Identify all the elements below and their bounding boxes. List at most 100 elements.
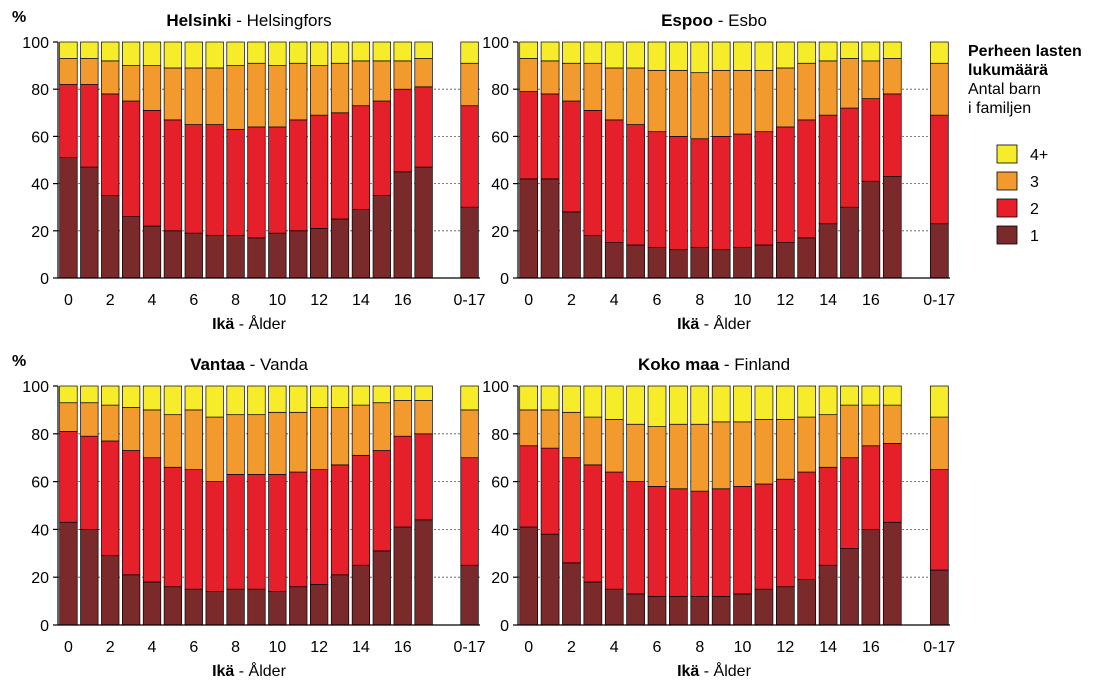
bar-segment xyxy=(393,41,412,62)
bar-segment xyxy=(268,385,287,413)
x-tick-label: 6 xyxy=(653,639,662,656)
bar-segment xyxy=(101,60,120,95)
bar-segment xyxy=(330,62,350,114)
bar-segment xyxy=(882,385,902,406)
bar-segment xyxy=(775,419,795,480)
x-tick-label: 14 xyxy=(819,292,837,309)
bar-segment xyxy=(540,41,560,62)
x-tick-label: 16 xyxy=(394,639,412,656)
bar-segment xyxy=(184,41,203,69)
y-tick-label: 80 xyxy=(31,82,49,99)
bar-segment xyxy=(754,588,774,626)
bar-segment xyxy=(205,124,224,236)
x-tick-label: 0-17 xyxy=(454,639,486,656)
x-tick-label: 6 xyxy=(653,292,662,309)
bar-segment xyxy=(711,421,731,490)
bar-segment xyxy=(647,246,667,279)
bar-segment xyxy=(775,478,795,588)
x-tick-label: 12 xyxy=(310,292,328,309)
bar-segment xyxy=(754,131,774,246)
bar-segment xyxy=(460,385,479,411)
bar-segment xyxy=(80,166,99,279)
bar-segment xyxy=(184,232,203,279)
bar-segment xyxy=(59,385,78,404)
bar-segment xyxy=(142,457,162,583)
bar-segment xyxy=(351,105,371,210)
bar-segment xyxy=(754,41,774,71)
bar-segment xyxy=(163,119,183,232)
bar-segment xyxy=(840,206,859,279)
chart-title: Espoo - Esbo xyxy=(661,11,767,30)
y-axis-label: % xyxy=(12,9,26,26)
bar-segment xyxy=(818,466,838,566)
bar-segment xyxy=(669,488,688,597)
bar-segment xyxy=(414,385,433,401)
bar-segment xyxy=(754,483,774,590)
bar-segment xyxy=(247,126,266,239)
bar-segment xyxy=(268,591,287,626)
bar-segment xyxy=(414,86,433,168)
y-tick-label: 0 xyxy=(40,271,49,288)
x-tick-label: 10 xyxy=(268,639,286,656)
bar-segment xyxy=(226,235,245,279)
x-tick-label: 12 xyxy=(310,639,328,656)
bar-segment xyxy=(414,519,433,626)
bar-segment xyxy=(519,409,539,447)
bar-segment xyxy=(372,402,391,451)
bar-segment xyxy=(330,407,350,466)
y-tick-label: 60 xyxy=(31,129,49,146)
bar-segment xyxy=(372,41,391,62)
bar-segment xyxy=(226,474,245,590)
y-tick-label: 100 xyxy=(482,379,509,396)
bar-segment xyxy=(647,595,667,626)
bar-segment xyxy=(669,41,688,71)
x-tick-label: 12 xyxy=(776,292,794,309)
bar-segment xyxy=(59,84,78,158)
bar-segment xyxy=(351,404,371,456)
bar-segment xyxy=(414,433,433,521)
bar-segment xyxy=(289,471,308,588)
bar-segment xyxy=(669,385,688,425)
bar-segment xyxy=(289,230,308,279)
y-tick-label: 40 xyxy=(31,522,49,539)
bar-segment xyxy=(519,58,539,92)
bar-segment xyxy=(583,464,603,583)
bar-segment xyxy=(733,133,752,248)
bar-segment xyxy=(861,60,881,99)
bar-segment xyxy=(669,69,688,137)
x-axis-title: Ikä - Ålder xyxy=(677,314,751,333)
bar-segment xyxy=(647,131,667,248)
bar-segment xyxy=(226,414,245,475)
bar-segment xyxy=(929,62,949,116)
bar-segment xyxy=(754,244,774,279)
bar-segment xyxy=(604,588,624,626)
bar-segment xyxy=(733,421,752,487)
bar-segment xyxy=(460,62,479,107)
bar-segment xyxy=(80,84,99,168)
bar-segment xyxy=(818,223,838,279)
bar-segment xyxy=(647,385,667,427)
legend-swatch xyxy=(996,171,1018,191)
bar-segment xyxy=(775,586,795,626)
chart-title: Vantaa - Vanda xyxy=(190,355,308,374)
bar-segment xyxy=(163,414,183,468)
bar-segment xyxy=(562,411,581,459)
bar-segment xyxy=(310,407,329,471)
x-tick-label: 0 xyxy=(524,639,533,656)
bar-segment xyxy=(540,60,560,95)
legend-label: 3 xyxy=(1030,174,1039,191)
bar-segment xyxy=(583,235,603,279)
bar-segment xyxy=(330,112,350,220)
bar-segment xyxy=(330,41,350,64)
bar-segment xyxy=(414,58,433,88)
bar-segment xyxy=(733,246,752,279)
bar-segment xyxy=(711,136,731,251)
bar-segment xyxy=(330,574,350,626)
bar-segment xyxy=(268,126,287,234)
bar-segment xyxy=(754,69,774,133)
y-axis-label: % xyxy=(12,353,26,370)
bar-segment xyxy=(184,67,203,125)
bar-segment xyxy=(310,584,329,626)
x-tick-label: 14 xyxy=(352,292,370,309)
x-tick-label: 10 xyxy=(268,292,286,309)
